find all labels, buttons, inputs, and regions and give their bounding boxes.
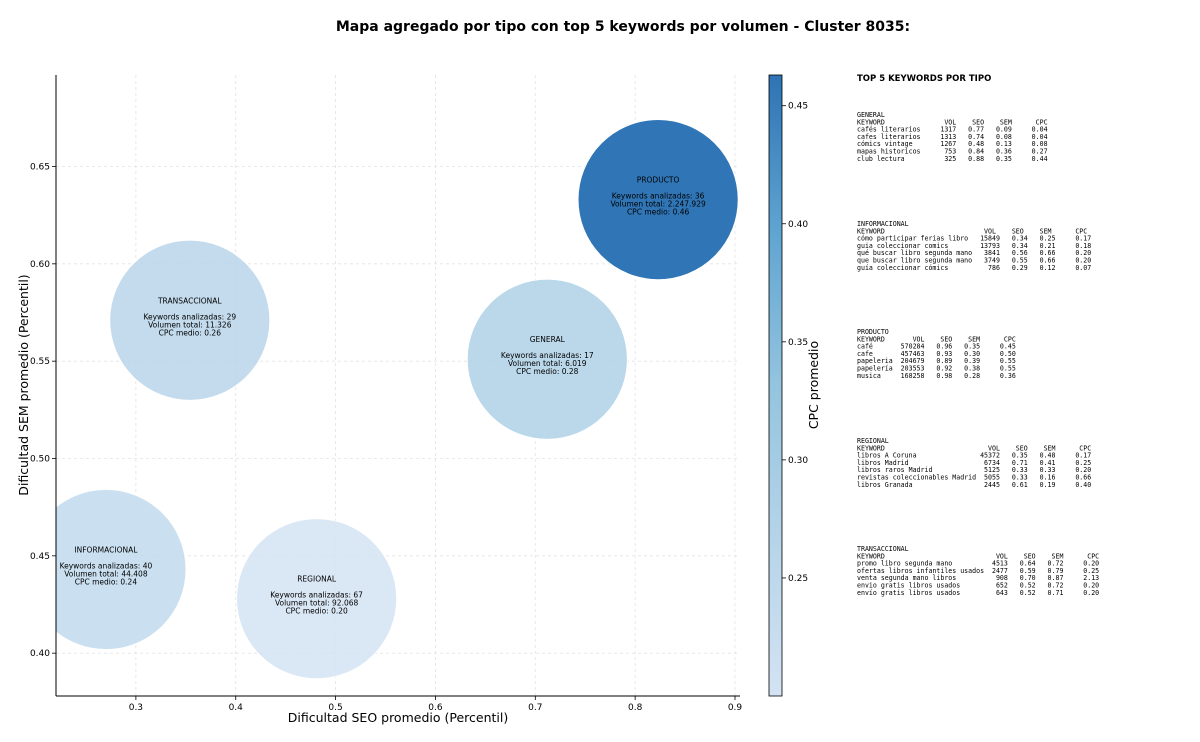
panel-keyword-row: papeleria 204679 0.89 0.39 0.55 [857,357,1016,365]
panel-keyword-row: café 570284 0.96 0.35 0.45 [857,343,1016,351]
colorbar [768,74,783,697]
y-tick-label: 0.40 [30,649,50,659]
bubble-detail: Volumen total: 2.247.929 [610,200,705,209]
bubble-detail: Keywords analizadas: 17 [501,351,594,360]
panel-group-title: REGIONAL [857,437,889,445]
panel-title: TOP 5 KEYWORDS POR TIPO [857,74,991,84]
panel-keyword-row: qué buscar libro segunda mano 3841 0.56 … [857,249,1091,257]
panel-keyword-row: musica 168258 0.98 0.28 0.36 [857,372,1016,380]
colorbar-tick-label: 0.45 [788,102,808,112]
bubble-detail: Volumen total: 44.408 [64,569,148,578]
y-tick-label: 0.50 [30,455,50,465]
panel-keyword-row: cafes literarios 1313 0.74 0.08 0.04 [857,133,1048,141]
bubble-circle [236,518,398,680]
panel-group-title: INFORMACIONAL [857,220,909,228]
panel-keyword-row: guía coleccionar cómics 786 0.29 0.12 0.… [857,264,1091,272]
panel-keyword-row: libros Granada 2445 0.61 0.19 0.40 [857,481,1091,489]
bubble-detail: CPC medio: 0.28 [516,367,579,376]
colorbar-tick-label: 0.40 [788,220,808,230]
bubble-label: PRODUCTO [637,176,680,185]
bubble-detail: Keywords analizadas: 36 [612,192,705,201]
bubble-detail: Keywords analizadas: 67 [270,591,363,600]
panel-keyword-row: mapas historicos 753 0.84 0.36 0.27 [857,148,1048,156]
panel-keyword-row: cómo participar ferias libro 15849 0.34 … [857,235,1091,243]
bubble-circle [56,489,187,650]
bubble-circle [466,278,628,440]
y-axis-label: Dificultad SEM promedio (Percentil) [16,274,31,495]
y-tick-label: 0.60 [30,260,50,270]
panel-group-title: PRODUCTO [857,328,889,336]
bubble-informacional: INFORMACIONAL Keywords analizadas: 40Volu… [56,489,187,650]
y-tick-label: 0.65 [30,162,50,172]
colorbar-ticks: 0.25 0.30 0.35 0.40 0.45 [782,102,808,584]
x-tick-label: 0.7 [528,703,542,713]
panel-keyword-row: cafe 457463 0.93 0.30 0.50 [857,350,1016,358]
colorbar-tick-label: 0.25 [788,574,808,584]
x-axis-label: Dificultad SEO promedio (Percentil) [288,710,508,725]
bubble-label: INFORMACIONAL [74,545,138,554]
colorbar-tick-label: 0.30 [788,456,808,466]
panel-keyword-row: cómics vintage 1267 0.48 0.13 0.08 [857,140,1048,148]
bubble-detail: Keywords analizadas: 40 [60,561,153,570]
bubble-detail: Keywords analizadas: 29 [143,312,236,321]
bubble-detail: CPC medio: 0.24 [75,577,138,586]
panel-group-title: TRANSACCIONAL [857,545,909,553]
bubble-detail: Volumen total: 11.326 [148,320,232,329]
colorbar-tick-label: 0.35 [788,338,808,348]
y-tick-label: 0.45 [30,552,50,562]
panel-keyword-row: ofertas libros infantiles usados 2477 0.… [857,567,1099,575]
bubble-label: REGIONAL [297,575,337,584]
panel-keyword-row: envío gratis libros usados 643 0.52 0.71… [857,589,1099,597]
panel-keyword-row: libros Madrid 6734 0.71 0.41 0.25 [857,459,1091,467]
bubble-transaccional: TRANSACCIONAL Keywords analizadas: 29Volu… [109,239,271,401]
panel-keyword-row: envio gratis libros usados 652 0.52 0.72… [857,582,1099,590]
x-tick-label: 0.3 [129,703,143,713]
y-tick-label: 0.55 [30,357,50,367]
panel-keyword-row: que buscar libro segunda mano 3749 0.55 … [857,257,1091,265]
panel-group-title: GENERAL [857,111,885,119]
panel-header-row: KEYWORD VOL SEO SEM CPC [857,227,1087,235]
panel-keyword-row: promo libro segunda mano 4513 0.64 0.72 … [857,560,1099,568]
panel-keyword-row: revistas coleccionables Madrid 5055 0.33… [857,474,1091,482]
x-tick-label: 0.5 [328,703,342,713]
bubble-detail: Volumen total: 92.068 [275,599,359,608]
chart-title: Mapa agregado por tipo con top 5 keyword… [336,19,910,35]
x-tick-label: 0.6 [428,703,443,713]
x-tick-label: 0.9 [728,703,743,713]
panel-keyword-row: cafés literarios 1317 0.77 0.09 0.04 [857,126,1048,134]
panel-header-row: KEYWORD VOL SEO SEM CPC [857,444,1091,452]
bubble-circle [577,119,739,280]
bubble-detail: Volumen total: 6.019 [508,359,587,368]
bubble-detail: CPC medio: 0.20 [285,607,348,616]
panel-header-row: KEYWORD VOL SEO SEM CPC [857,335,1016,343]
bubble-label: TRANSACCIONAL [157,296,222,305]
x-tick-label: 0.8 [628,703,643,713]
panel-keyword-row: guia coleccionar comics 13793 0.34 0.21 … [857,242,1091,250]
panel-keyword-row: libros A Coruna 45372 0.35 0.48 0.17 [857,452,1091,460]
bubble-detail: CPC medio: 0.26 [159,328,222,337]
bubble-label: GENERAL [530,335,566,344]
panel-keyword-row: venta segunda mano libros 908 0.70 0.87 … [857,574,1099,582]
bubble-circle [109,239,271,401]
panel-keyword-row: club lectura 325 0.88 0.35 0.44 [857,155,1048,163]
panel-header-row: KEYWORD VOL SEO SEM CPC [857,118,1048,126]
panel-keyword-row: libros raros Madrid 5125 0.33 0.33 0.20 [857,466,1091,474]
colorbar-label: CPC promedio [806,341,821,429]
panel-header-row: KEYWORD VOL SEO SEM CPC [857,552,1099,560]
bubble-detail: CPC medio: 0.46 [627,208,690,217]
axes: 0.3 0.4 0.5 0.6 0.7 0.8 0.9 0.40 0.45 0.50 0.55 0.6… [30,75,742,713]
x-tick-label: 0.4 [229,703,244,713]
panel-keyword-row: papelería 203553 0.92 0.38 0.55 [857,365,1016,373]
